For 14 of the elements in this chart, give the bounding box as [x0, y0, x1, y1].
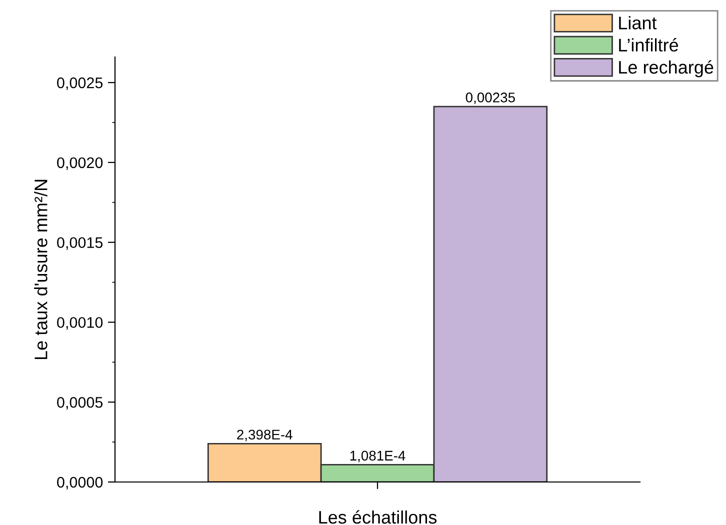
text: 1,081E-4 — [350, 450, 406, 462]
y-tick-label: 0,0025 — [57, 77, 103, 90]
legend-label: Le rechargé — [619, 60, 714, 78]
text: 0,00235 — [466, 92, 515, 104]
y-tick-label: 0,0015 — [57, 237, 103, 250]
legend-label: Liant — [619, 16, 657, 30]
legend-label: L’infiltré — [619, 38, 678, 52]
y-tick-label: 0,0005 — [57, 396, 103, 410]
y-tick-label: 0,0000 — [57, 476, 103, 490]
x-axis-title: Les échatillons — [319, 510, 437, 524]
text: 2,398E-4 — [237, 430, 292, 442]
y-tick-label: 0,0010 — [57, 317, 103, 330]
y-axis-title: Le taux d'usure mm²/N — [34, 180, 48, 360]
y-tick-label: 0,0020 — [57, 157, 103, 170]
